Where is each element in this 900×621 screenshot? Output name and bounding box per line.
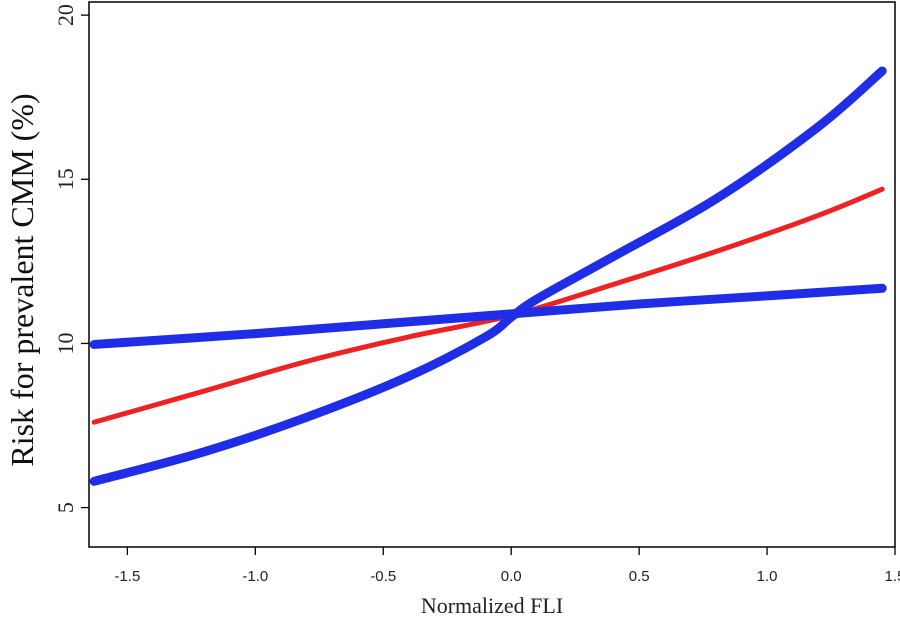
y-tick-label: 15 <box>53 168 78 190</box>
x-tick-label: -1.0 <box>242 568 268 585</box>
x-tick-label: -0.5 <box>370 568 396 585</box>
x-tick-label: 0.0 <box>501 568 522 585</box>
x-axis: -1.5 -1.0 -0.5 0.0 0.5 1.0 1.5 <box>114 547 900 585</box>
y-tick-label: 10 <box>53 332 78 354</box>
x-axis-title: Normalized FLI <box>421 593 563 618</box>
y-tick-label: 20 <box>53 4 78 26</box>
upper-confidence-line <box>89 66 887 486</box>
x-tick-label: 1.5 <box>885 568 900 585</box>
y-tick-label: 5 <box>53 502 78 513</box>
x-tick-label: 0.5 <box>629 568 650 585</box>
x-tick-label: 1.0 <box>757 568 778 585</box>
estimate-line <box>91 186 885 425</box>
x-tick-label: -1.5 <box>114 568 140 585</box>
series-layer <box>89 66 887 486</box>
y-axis-title: Risk for prevalent CMM (%) <box>4 93 40 466</box>
lower-confidence-line <box>89 283 887 349</box>
plot-frame <box>88 1 896 548</box>
y-axis: 5 10 15 20 <box>53 4 89 513</box>
